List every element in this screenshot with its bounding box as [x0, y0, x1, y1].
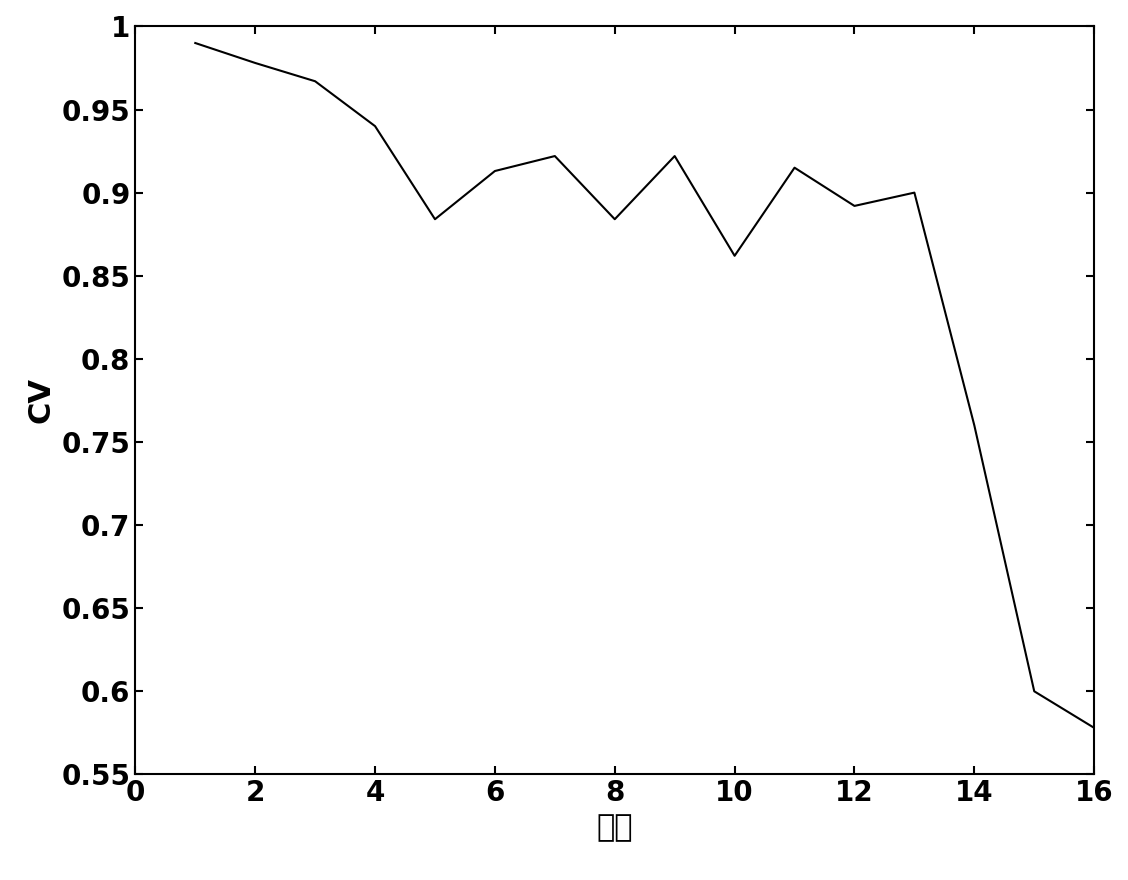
- Y-axis label: CV: CV: [27, 378, 56, 423]
- X-axis label: 样本: 样本: [597, 813, 633, 842]
